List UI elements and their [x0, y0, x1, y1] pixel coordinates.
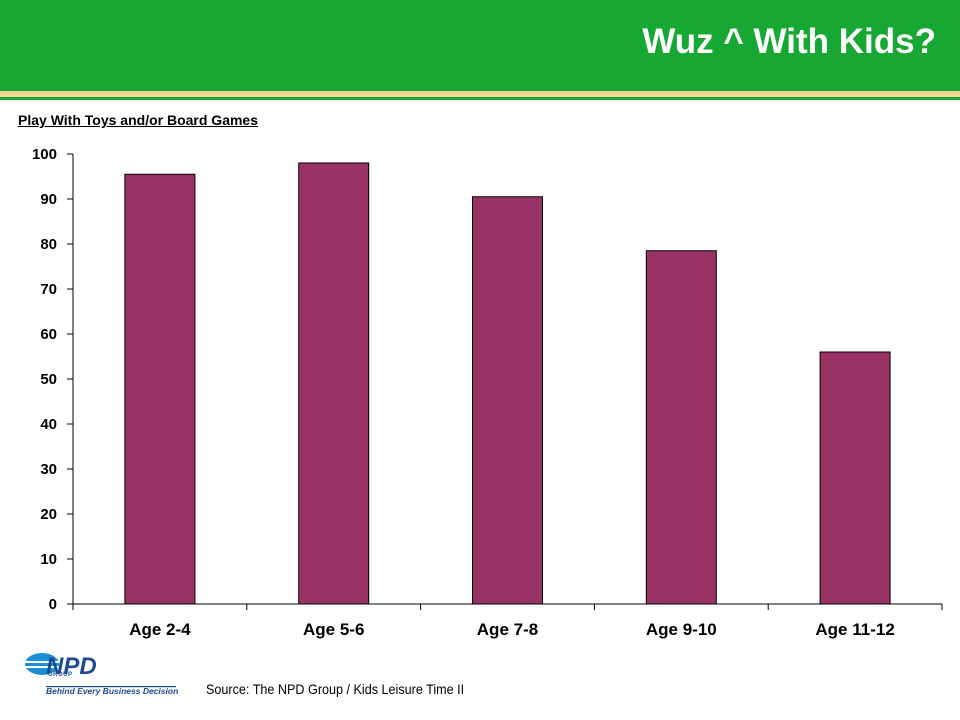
header-divider-line: [0, 97, 960, 100]
x-category-label: Age 11-12: [815, 620, 894, 639]
bar-age-5-6: [298, 162, 370, 605]
y-tick-label: 50: [40, 371, 57, 388]
y-tick-label: 80: [40, 236, 57, 253]
x-category-label: Age 2-4: [129, 620, 191, 639]
y-tick-label: 70: [40, 281, 57, 298]
globe-icon: [25, 653, 59, 675]
source-note: Source: The NPD Group / Kids Leisure Tim…: [206, 681, 465, 697]
logo-tagline: Behind Every Business Decision: [46, 686, 179, 696]
bars: [124, 162, 891, 605]
y-tick-label: 0: [49, 596, 57, 613]
y-tick-label: 100: [32, 146, 57, 163]
header-band: [0, 0, 960, 91]
x-axis: Age 2-4 Age 5-6 Age 7-8 Age 9-10 Age 11-12: [72, 603, 943, 639]
y-tick-label: 40: [40, 416, 57, 433]
y-tick-label: 10: [40, 551, 57, 568]
logo-group-label: GROUP: [48, 672, 73, 678]
x-category-label: Age 9-10: [646, 620, 717, 639]
y-tick-label: 90: [40, 191, 57, 208]
x-category-label: Age 5-6: [303, 620, 364, 639]
logo-wordmark: NPD: [46, 653, 97, 680]
bar-age-11-12: [819, 351, 891, 605]
y-tick-label: 30: [40, 461, 57, 478]
y-tick-label: 60: [40, 326, 57, 343]
slide-title: Wuz ^ With Kids?: [642, 22, 936, 61]
y-tick-label: 20: [40, 506, 57, 523]
x-category-label: Age 7-8: [477, 620, 538, 639]
header-accent-line: [0, 91, 960, 97]
npd-logo: NPD: [24, 653, 176, 688]
bar-age-2-4: [124, 173, 196, 605]
chart-title: Play With Toys and/or Board Games: [18, 112, 259, 128]
bar-age-7-8: [472, 196, 543, 605]
bar-age-9-10: [645, 250, 717, 605]
y-axis: 0 10 20 30 40 50 60 70 80 90 100: [32, 146, 74, 613]
